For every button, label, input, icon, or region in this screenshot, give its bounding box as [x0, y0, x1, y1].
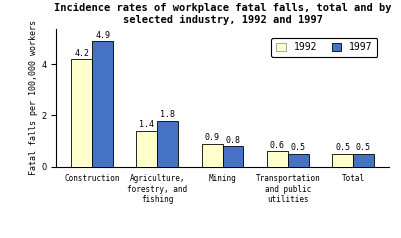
- Bar: [136, 131, 157, 167]
- Bar: [202, 144, 223, 167]
- Title: Incidence rates of workplace fatal falls, total and by
selected industry, 1992 a: Incidence rates of workplace fatal falls…: [54, 3, 391, 25]
- Text: 0.9: 0.9: [205, 133, 220, 142]
- Bar: [223, 146, 243, 167]
- Text: 0.6: 0.6: [270, 141, 285, 150]
- Text: 4.9: 4.9: [95, 31, 110, 40]
- Text: 1.8: 1.8: [160, 110, 175, 119]
- Text: 0.8: 0.8: [225, 136, 241, 145]
- Text: 0.5: 0.5: [335, 143, 350, 152]
- Bar: [288, 154, 309, 167]
- Text: 0.5: 0.5: [356, 143, 371, 152]
- Bar: [157, 121, 178, 167]
- Bar: [92, 41, 113, 167]
- Bar: [71, 59, 92, 167]
- Text: 0.5: 0.5: [291, 143, 306, 152]
- Text: 1.4: 1.4: [140, 120, 154, 129]
- Text: 4.2: 4.2: [74, 49, 89, 58]
- Bar: [267, 151, 288, 167]
- Y-axis label: Fatal falls per 100,000 workers: Fatal falls per 100,000 workers: [29, 20, 38, 175]
- Bar: [332, 154, 353, 167]
- Bar: [353, 154, 374, 167]
- Legend: 1992, 1997: 1992, 1997: [271, 38, 377, 57]
